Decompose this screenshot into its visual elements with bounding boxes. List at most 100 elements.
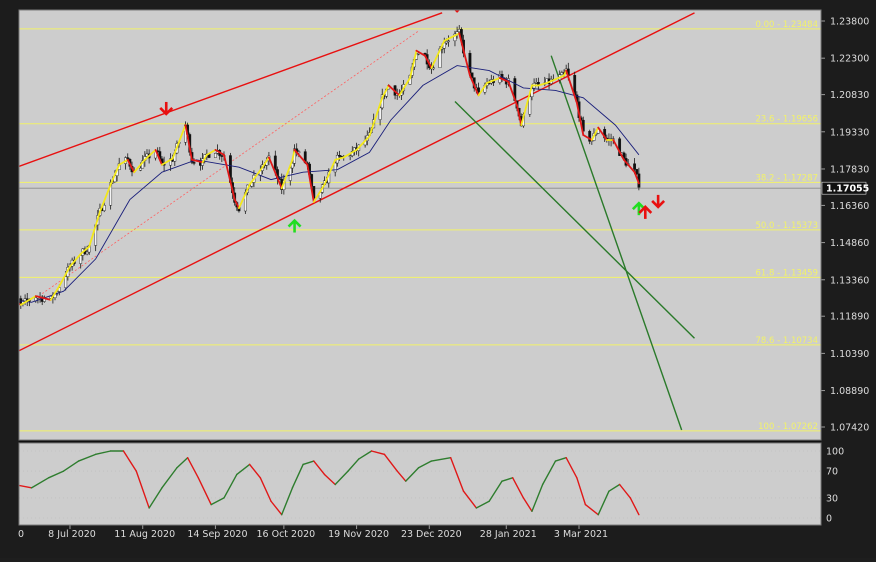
signal-line-segment xyxy=(291,148,296,161)
signal-line-segment xyxy=(99,183,112,213)
signal-line-segment xyxy=(49,285,61,301)
signal-line-segment xyxy=(133,158,146,174)
candle-body xyxy=(445,41,448,44)
signal-line-segment xyxy=(161,157,174,166)
signal-line-segment xyxy=(248,166,264,186)
signal-line-segment xyxy=(486,77,501,84)
signal-line-segment xyxy=(205,148,217,156)
signal-line-segment xyxy=(415,49,426,57)
candle-body xyxy=(79,255,83,264)
fib-level-label: 100 - 1.07262 xyxy=(758,422,818,432)
oscillator-line-segment xyxy=(281,487,294,516)
oscillator-line-segment xyxy=(186,457,200,479)
oscillator-line-segment xyxy=(576,477,587,506)
time-axis-label: 23 Dec 2020 xyxy=(401,529,462,540)
oscillator-line-segment xyxy=(291,463,304,489)
signal-line-segment xyxy=(597,126,608,141)
oscillator-line-segment xyxy=(47,470,65,479)
candle xyxy=(348,154,352,161)
time-axis-label: 8 Jul 2020 xyxy=(48,529,96,540)
oscillator-line-segment xyxy=(94,450,112,456)
oscillator-line-segment xyxy=(161,467,178,489)
price-axis-label: 1.16360 xyxy=(830,201,869,212)
signal-line-segment xyxy=(342,148,358,159)
last-price-tag xyxy=(821,181,867,195)
oscillator-line-segment xyxy=(347,458,360,472)
signal-line-segment xyxy=(214,148,225,156)
candle xyxy=(470,72,474,80)
oscillator-line-segment xyxy=(501,477,514,482)
arrow-head xyxy=(454,10,461,13)
signal-line-segment xyxy=(381,84,390,99)
candle-body xyxy=(417,53,421,55)
signal-line-segment xyxy=(424,54,433,69)
oscillator-line-segment xyxy=(405,467,420,482)
candle-body xyxy=(536,82,540,85)
oscillator-line-segment xyxy=(62,460,80,472)
moving-average-line xyxy=(19,65,640,303)
fib-level-label: 78.6 - 1.10734 xyxy=(755,336,818,346)
signal-line-segment xyxy=(267,156,283,190)
fib-level-label: 38.2 - 1.17287 xyxy=(755,173,818,183)
arrow-up-icon xyxy=(631,201,646,216)
price-axis-label: 1.14860 xyxy=(830,238,869,249)
oscillator-line-segment xyxy=(302,460,315,466)
signal-line-segment xyxy=(109,163,121,186)
signal-line-segment xyxy=(126,158,136,174)
oscillator-line-segment xyxy=(597,490,610,516)
oscillator-line-segment xyxy=(236,463,251,476)
candle-body xyxy=(423,53,427,55)
signal-line-segment xyxy=(520,84,533,127)
oscillator-layer xyxy=(19,450,821,519)
arrow-down-icon xyxy=(651,194,666,209)
signal-line-segment xyxy=(261,156,270,169)
oscillator-line-segment xyxy=(383,453,398,472)
signal-line-segment xyxy=(582,134,593,141)
signal-line-segment xyxy=(612,139,625,161)
price-axis-label: 1.07420 xyxy=(830,423,869,434)
signal-line-segment xyxy=(355,135,371,151)
signal-line-segment xyxy=(58,265,71,288)
oscillator-plot-area xyxy=(19,443,821,525)
oscillator-axis-label: 0 xyxy=(826,514,832,525)
candle-body xyxy=(102,205,106,211)
signal-line-segment xyxy=(323,158,337,186)
oscillator-line-segment xyxy=(248,463,262,479)
candle-body xyxy=(378,107,382,120)
price-axis-label: 1.13360 xyxy=(830,275,869,286)
arrow-head xyxy=(159,107,174,116)
signal-line-segment xyxy=(223,153,236,201)
signal-line-segment xyxy=(498,77,510,83)
signal-line-segment xyxy=(306,163,315,203)
oscillator-line-segment xyxy=(122,450,137,472)
time-axis-label: 3 Mar 2021 xyxy=(554,529,608,540)
signal-line-segment xyxy=(312,183,326,203)
signal-line-segment xyxy=(516,104,523,127)
oscillator-line-segment xyxy=(210,497,225,506)
candle-body xyxy=(273,155,277,170)
price-axis-label: 1.08890 xyxy=(830,386,869,397)
oscillator-line-segment xyxy=(462,490,478,509)
time-axis-label: 28 Jan 2021 xyxy=(480,529,537,540)
oscillator-line-segment xyxy=(541,460,557,486)
signal-line-segment xyxy=(154,148,163,166)
candle xyxy=(423,52,427,55)
signal-line-segment xyxy=(590,126,600,141)
signal-line-segment xyxy=(69,253,82,268)
signal-line-segment xyxy=(387,84,401,97)
candle-body xyxy=(447,40,450,43)
signal-line-segment xyxy=(88,210,101,248)
last-price-value: 1.17055 xyxy=(826,184,869,195)
candle xyxy=(536,77,540,90)
signal-line-segment xyxy=(458,32,471,77)
candle xyxy=(378,106,382,126)
trend-line xyxy=(19,12,443,168)
oscillator-line-segment xyxy=(323,473,336,486)
signal-line-segment xyxy=(79,245,91,255)
main-plot-layer: 0.00 - 1.23484 23.6 - 1.19656 38.2 - 1.172… xyxy=(19,10,821,432)
oscillator-line-segment xyxy=(223,473,238,499)
candle-body xyxy=(470,72,474,78)
oscillator-line-segment xyxy=(475,500,490,509)
trend-line xyxy=(454,101,695,339)
